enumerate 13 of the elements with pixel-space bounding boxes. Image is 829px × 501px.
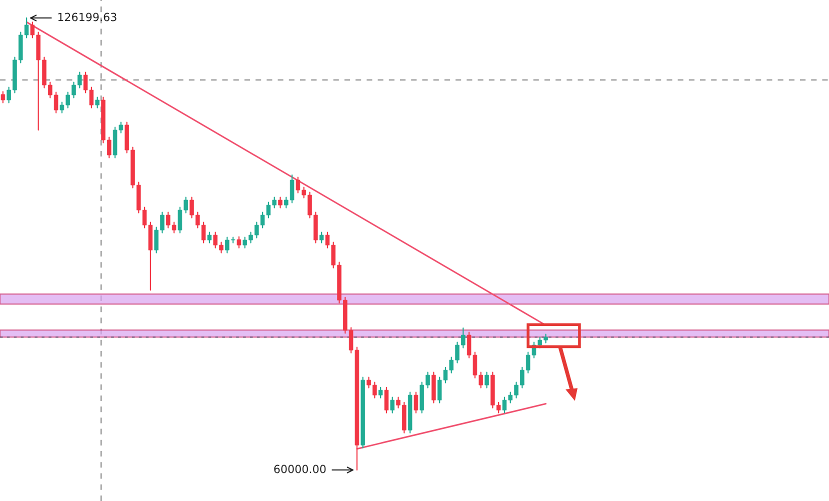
candlestick — [378, 386, 383, 398]
candlestick — [484, 372, 489, 388]
candlestick — [414, 392, 418, 414]
candlestick — [278, 196, 282, 208]
candlestick — [95, 96, 100, 108]
candlestick — [384, 386, 389, 414]
candlestick — [319, 232, 324, 244]
candlestick — [390, 396, 394, 414]
candlestick — [236, 236, 242, 248]
candlestick — [0, 91, 6, 104]
candlestick — [207, 232, 212, 244]
annotation: 126199.63 — [58, 12, 116, 22]
annotation: 60000.00 — [274, 464, 326, 474]
